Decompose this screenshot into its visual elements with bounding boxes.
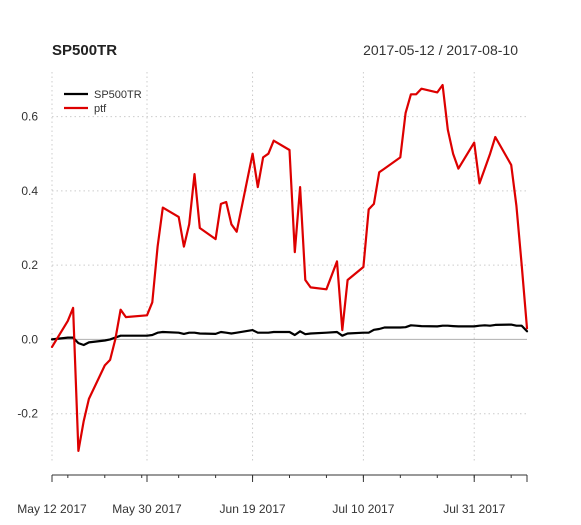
series-layer — [50, 83, 529, 452]
y-tick-label: 0.2 — [21, 258, 38, 272]
x-tick-label: May 30 2017 — [112, 502, 182, 516]
y-axis: -0.2 0.0 0.2 0.4 0.6 — [17, 110, 38, 421]
x-tick-label: Jun 19 2017 — [220, 502, 286, 516]
y-tick-label: 0.6 — [21, 110, 38, 124]
chart-date-range: 2017-05-12 / 2017-08-10 — [363, 42, 518, 58]
y-tick-label: 0.4 — [21, 184, 38, 198]
x-tick-label: Jul 31 2017 — [443, 502, 505, 516]
x-axis: May 12 2017 May 30 2017 Jun 19 2017 Jul 10 … — [17, 474, 528, 516]
x-tick-label: Jul 10 2017 — [332, 502, 394, 516]
y-tick-label: 0.0 — [21, 332, 38, 346]
x-tick-label: May 12 2017 — [17, 502, 87, 516]
grid — [51, 72, 527, 462]
legend: SP500TR ptf — [64, 89, 142, 115]
chart-title: SP500TR — [52, 42, 117, 59]
legend-label-sp500tr: SP500TR — [94, 89, 142, 101]
series-line-sp500tr — [50, 323, 529, 347]
series-line-ptf — [50, 83, 529, 452]
legend-label-ptf: ptf — [94, 103, 107, 115]
y-tick-label: -0.2 — [17, 407, 38, 421]
